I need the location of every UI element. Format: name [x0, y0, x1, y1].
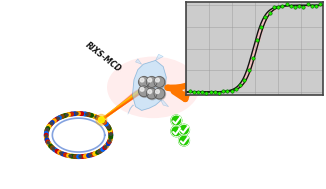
Circle shape [52, 147, 54, 150]
Point [280, 5, 285, 8]
Point [305, 3, 310, 6]
Point [301, 6, 306, 9]
Circle shape [89, 154, 91, 156]
Circle shape [110, 133, 112, 135]
Circle shape [147, 77, 158, 88]
Circle shape [148, 90, 152, 94]
Point [309, 4, 315, 7]
Point [216, 92, 222, 95]
Point [229, 89, 234, 92]
Circle shape [155, 89, 166, 100]
Point [314, 5, 319, 8]
Circle shape [156, 90, 159, 94]
Polygon shape [156, 54, 163, 60]
Circle shape [60, 152, 62, 154]
Circle shape [47, 142, 50, 144]
Polygon shape [128, 105, 134, 114]
Point [297, 4, 302, 7]
Circle shape [98, 117, 104, 123]
Circle shape [146, 88, 157, 99]
Polygon shape [232, 59, 239, 64]
Circle shape [66, 114, 68, 116]
Polygon shape [161, 100, 169, 107]
Circle shape [154, 88, 165, 99]
Circle shape [179, 135, 189, 146]
Point [263, 16, 268, 19]
Point [200, 90, 205, 93]
Circle shape [139, 77, 150, 88]
Point [275, 5, 281, 8]
FancyArrowPatch shape [168, 74, 202, 88]
Circle shape [86, 113, 88, 115]
Text: RIXS-MCD: RIXS-MCD [84, 40, 123, 74]
Circle shape [102, 120, 105, 123]
Point [221, 89, 226, 92]
Circle shape [139, 87, 150, 97]
Circle shape [139, 77, 149, 87]
Circle shape [50, 122, 52, 125]
Point [288, 4, 293, 7]
Circle shape [155, 77, 166, 88]
Circle shape [96, 115, 107, 125]
Point [284, 2, 289, 5]
Point [242, 78, 247, 81]
Circle shape [156, 78, 159, 82]
Circle shape [45, 135, 47, 137]
Point [267, 12, 272, 15]
Circle shape [147, 89, 158, 100]
Point [292, 5, 298, 8]
Polygon shape [213, 77, 219, 87]
Point [271, 6, 276, 9]
Point [195, 90, 200, 93]
Circle shape [171, 115, 182, 126]
Circle shape [139, 86, 149, 97]
Circle shape [146, 77, 157, 87]
Polygon shape [136, 59, 142, 64]
Circle shape [171, 126, 182, 137]
Ellipse shape [107, 57, 200, 118]
Polygon shape [132, 60, 166, 110]
Circle shape [95, 116, 97, 118]
Point [212, 90, 217, 93]
Circle shape [69, 155, 71, 157]
Point [246, 69, 251, 72]
Circle shape [148, 78, 152, 82]
Circle shape [105, 146, 107, 148]
Point [318, 3, 323, 6]
Circle shape [79, 156, 82, 158]
Circle shape [140, 87, 144, 91]
Circle shape [108, 126, 110, 129]
Point [204, 91, 209, 94]
Circle shape [57, 117, 59, 119]
Polygon shape [238, 85, 248, 93]
Point [259, 26, 264, 29]
Point [250, 56, 256, 59]
Point [238, 84, 243, 87]
Point [225, 89, 230, 92]
Point [254, 39, 259, 42]
Circle shape [140, 78, 144, 82]
Circle shape [98, 151, 100, 153]
Circle shape [109, 139, 111, 142]
Polygon shape [217, 64, 243, 90]
Point [187, 89, 192, 92]
Point [191, 91, 196, 94]
Circle shape [179, 124, 189, 135]
Circle shape [46, 128, 49, 131]
Point [233, 87, 239, 90]
Circle shape [76, 112, 78, 115]
Circle shape [154, 77, 165, 87]
Point [208, 90, 213, 93]
FancyArrowPatch shape [168, 86, 189, 99]
